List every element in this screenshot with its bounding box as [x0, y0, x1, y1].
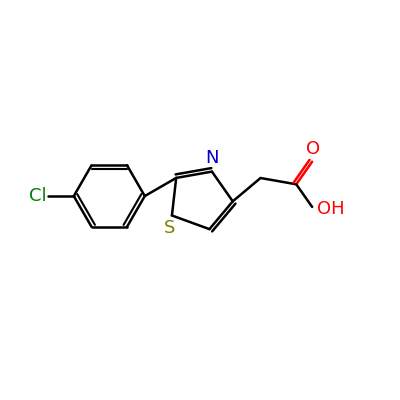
Text: OH: OH: [317, 200, 344, 218]
Text: S: S: [164, 220, 176, 238]
Text: Cl: Cl: [29, 187, 47, 205]
Text: O: O: [306, 140, 320, 158]
Text: N: N: [205, 149, 219, 167]
